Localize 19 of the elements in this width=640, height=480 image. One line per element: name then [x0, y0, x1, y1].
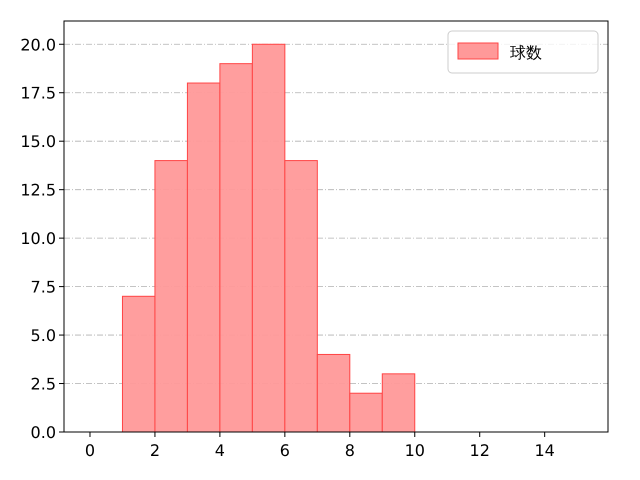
legend-label: 球数: [510, 43, 542, 62]
y-tick-label: 5.0: [30, 326, 56, 346]
y-tick-label: 10.0: [20, 229, 56, 248]
y-tick-label: 20.0: [20, 35, 56, 54]
legend: 球数: [448, 30, 598, 74]
x-tick-label: 6: [280, 441, 290, 460]
x-tick-label: 4: [214, 441, 225, 460]
x-tick-label: 14: [534, 441, 555, 460]
x-tick-label: 8: [344, 441, 355, 460]
y-tick-label: 0.0: [30, 423, 56, 442]
y-tick-label: 7.5: [30, 278, 56, 297]
y-tick-label: 12.5: [20, 180, 56, 200]
y-tick-label: 2.5: [30, 374, 56, 394]
x-tick-label: 12: [470, 441, 490, 460]
y-tick-label: 17.5: [20, 84, 56, 103]
x-tick-label: 2: [150, 441, 160, 460]
x-tick-label: 0: [84, 441, 96, 460]
x-tick-label: 10: [404, 441, 425, 460]
y-tick-label: 15.0: [20, 132, 56, 152]
